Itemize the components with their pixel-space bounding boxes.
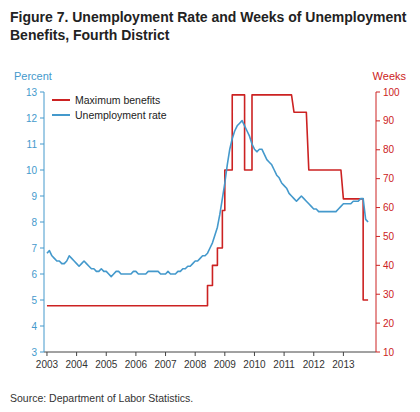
y2-tick [376,120,380,121]
y-tick-label: 12 [26,113,38,124]
x-tick [46,352,47,356]
legend-label: Unemployment rate [75,109,167,121]
y2-tick [376,236,380,237]
y-tick [40,326,44,327]
x-tick-label: 2005 [95,359,118,370]
y2-tick [376,92,380,93]
x-tick [76,352,77,356]
title-group: Figure 7. Unemployment Rate and Weeks of… [10,9,407,43]
y2-tick [376,323,380,324]
y-tick-label: 10 [26,165,38,176]
legend-swatch [52,99,70,101]
x-axis-line [44,352,376,353]
y-tick-label: 7 [31,243,37,254]
y-tick-label: 5 [31,295,37,306]
legend-label: Maximum benefits [75,94,160,106]
x-tick-label: 2012 [303,359,326,370]
y-tick-label: 8 [31,217,37,228]
x-tick-label: 2009 [214,359,237,370]
x-tick-label: 2004 [65,359,88,370]
y2-tick [376,352,380,353]
y2-tick-label: 80 [383,144,395,155]
y-tick-label: 9 [31,191,37,202]
x-tick [135,352,136,356]
y-tick [40,92,44,93]
x-tick-label: 2010 [243,359,266,370]
y2-tick [376,294,380,295]
x-tick [343,352,344,356]
y-tick [40,196,44,197]
x-tick [165,352,166,356]
y2-tick-label: 30 [383,289,395,300]
legend-swatch [52,114,70,116]
y2-tick-label: 100 [383,87,400,98]
x-tick [106,352,107,356]
series-line [47,121,368,277]
x-tick [195,352,196,356]
y-tick-label: 11 [27,139,38,150]
y2-tick-label: 40 [383,260,395,271]
x-tick-label: 2007 [154,359,177,370]
legend: Maximum benefits Unemployment rate [52,94,167,121]
x-tick-label: 2011 [273,359,295,370]
y-tick [40,352,44,353]
axes: 2003200420052006200720082009201020112012… [14,70,406,370]
y-tick-label: 6 [31,269,37,280]
y2-tick [376,149,380,150]
source-note: Source: Department of Labor Statistics. [10,392,193,404]
x-tick [284,352,285,356]
chart: Figure 7. Unemployment Rate and Weeks of… [0,0,420,412]
x-tick-label: 2013 [332,359,355,370]
y-tick [40,144,44,145]
y2-axis-line [376,92,377,352]
y-tick-label: 4 [31,321,37,332]
y-axis-label: Percent [14,70,52,82]
y-tick [40,300,44,301]
y2-tick [376,178,380,179]
y-tick [40,222,44,223]
x-tick-label: 2006 [125,359,148,370]
title: Figure 7. Unemployment Rate and Weeks of… [10,9,407,25]
plot-lines [47,95,368,306]
x-tick-label: 2008 [184,359,207,370]
y-tick [40,248,44,249]
y2-tick-label: 60 [383,202,395,213]
y2-tick [376,207,380,208]
series-line [47,95,368,306]
y2-tick-label: 90 [383,115,395,126]
y2-tick [376,265,380,266]
y-tick-label: 3 [31,347,37,358]
y2-tick-label: 20 [383,318,395,329]
title: Benefits, Fourth District [10,27,170,43]
y-tick [40,118,44,119]
y2-tick-label: 50 [383,231,395,242]
y2-tick-label: 70 [383,173,395,184]
x-tick [254,352,255,356]
y-tick-label: 13 [26,87,38,98]
y-tick [40,274,44,275]
x-tick [224,352,225,356]
y2-tick-label: 10 [383,347,395,358]
x-tick-label: 2003 [36,359,59,370]
y-tick [40,170,44,171]
x-tick [313,352,314,356]
y2-axis-label: Weeks [373,70,407,82]
